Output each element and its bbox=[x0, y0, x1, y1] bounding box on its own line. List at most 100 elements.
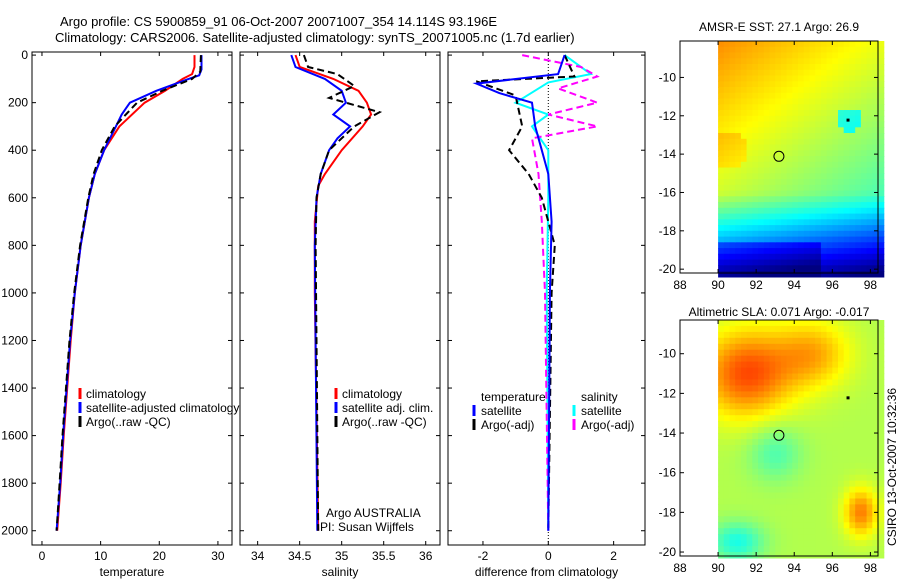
map-cell bbox=[740, 115, 748, 123]
map-cell bbox=[855, 144, 862, 151]
map-cell bbox=[735, 403, 742, 410]
map-cell bbox=[855, 546, 862, 553]
map-cell bbox=[792, 219, 799, 226]
map-cell bbox=[849, 355, 856, 363]
map-cell bbox=[826, 468, 833, 476]
map-cell bbox=[843, 127, 850, 134]
map-cell bbox=[718, 259, 725, 266]
map-cell bbox=[735, 225, 742, 232]
map-cell bbox=[769, 522, 776, 529]
map-cell bbox=[843, 259, 850, 266]
map-cell bbox=[809, 64, 816, 71]
map-cell bbox=[758, 468, 765, 476]
map-cell bbox=[798, 355, 805, 363]
profile-location-marker bbox=[773, 429, 785, 441]
map-cell bbox=[723, 534, 731, 541]
map-cell bbox=[803, 69, 810, 77]
map-cell bbox=[718, 167, 725, 174]
map-cell bbox=[815, 253, 822, 261]
map-cell bbox=[798, 104, 805, 111]
map-cell bbox=[786, 462, 793, 470]
map-cell bbox=[758, 87, 765, 94]
map-cell bbox=[872, 225, 879, 232]
map-cell bbox=[763, 444, 771, 452]
map-cell bbox=[843, 144, 850, 151]
map-cell bbox=[763, 409, 771, 416]
map-cell bbox=[866, 361, 873, 369]
map-cell bbox=[826, 409, 833, 416]
map-cell bbox=[820, 75, 828, 82]
map-cell bbox=[723, 504, 731, 511]
map-cell bbox=[729, 409, 736, 416]
map-cell bbox=[758, 115, 765, 123]
map-cell bbox=[832, 522, 839, 529]
map-cell bbox=[735, 52, 742, 59]
map-cell bbox=[729, 391, 736, 398]
y-tick-label: 1400 bbox=[1, 381, 28, 395]
y-tick-label: 200 bbox=[8, 96, 28, 110]
map-cell bbox=[872, 486, 879, 494]
map-cell bbox=[826, 462, 833, 470]
map-cell bbox=[775, 190, 782, 197]
map-cell bbox=[786, 546, 793, 553]
map-cell bbox=[843, 409, 850, 416]
map-cell bbox=[752, 259, 759, 266]
map-cell bbox=[849, 379, 856, 386]
map-cell bbox=[735, 415, 742, 422]
map-cell bbox=[729, 265, 736, 272]
map-cell bbox=[860, 110, 868, 117]
map-cell bbox=[718, 41, 725, 48]
map-cell bbox=[849, 236, 856, 243]
map-cell bbox=[843, 415, 850, 422]
map-cell bbox=[866, 552, 873, 559]
map-cell bbox=[729, 462, 736, 470]
map-cell bbox=[838, 373, 845, 380]
map-cell bbox=[746, 225, 753, 232]
map-cell bbox=[855, 81, 862, 88]
map-cell bbox=[860, 385, 868, 392]
map-cell bbox=[838, 46, 845, 54]
map-cell bbox=[826, 202, 833, 209]
map-cell bbox=[752, 552, 759, 559]
map-cell bbox=[723, 167, 731, 174]
map-cell bbox=[855, 87, 862, 94]
map-cell bbox=[729, 225, 736, 232]
map-cell bbox=[723, 230, 731, 238]
map-cell bbox=[718, 462, 725, 470]
map-cell bbox=[792, 110, 799, 117]
map-cell bbox=[803, 433, 810, 440]
map-cell bbox=[820, 546, 828, 553]
map-cell bbox=[826, 516, 833, 523]
map-cell bbox=[820, 58, 828, 65]
map-cell bbox=[729, 98, 736, 105]
map-cell bbox=[763, 207, 771, 215]
map-cell bbox=[815, 173, 822, 180]
map-cell bbox=[849, 546, 856, 553]
map-cell bbox=[809, 522, 816, 529]
map-cell bbox=[820, 444, 828, 452]
y-tick-label: -10 bbox=[659, 70, 677, 84]
map-cell bbox=[826, 219, 833, 226]
map-cell bbox=[826, 265, 833, 272]
map-cell bbox=[718, 179, 725, 186]
map-cell bbox=[752, 355, 759, 363]
map-cell bbox=[826, 41, 833, 48]
map-cell bbox=[763, 110, 771, 117]
map-cell bbox=[815, 415, 822, 422]
map-cell bbox=[775, 161, 782, 169]
map-cell bbox=[758, 236, 765, 243]
map-cell bbox=[832, 167, 839, 174]
map-cell bbox=[803, 115, 810, 123]
map-cell bbox=[769, 474, 776, 482]
map-cell bbox=[798, 98, 805, 105]
map-cell bbox=[752, 540, 759, 547]
map-cell bbox=[820, 498, 828, 505]
map-cell bbox=[735, 207, 742, 215]
map-cell bbox=[878, 320, 885, 327]
map-cell bbox=[786, 259, 793, 266]
map-cell bbox=[718, 115, 725, 123]
map-cell bbox=[803, 331, 810, 339]
map-cell bbox=[769, 253, 776, 261]
map-cell bbox=[866, 156, 873, 163]
map-cell bbox=[843, 480, 850, 488]
